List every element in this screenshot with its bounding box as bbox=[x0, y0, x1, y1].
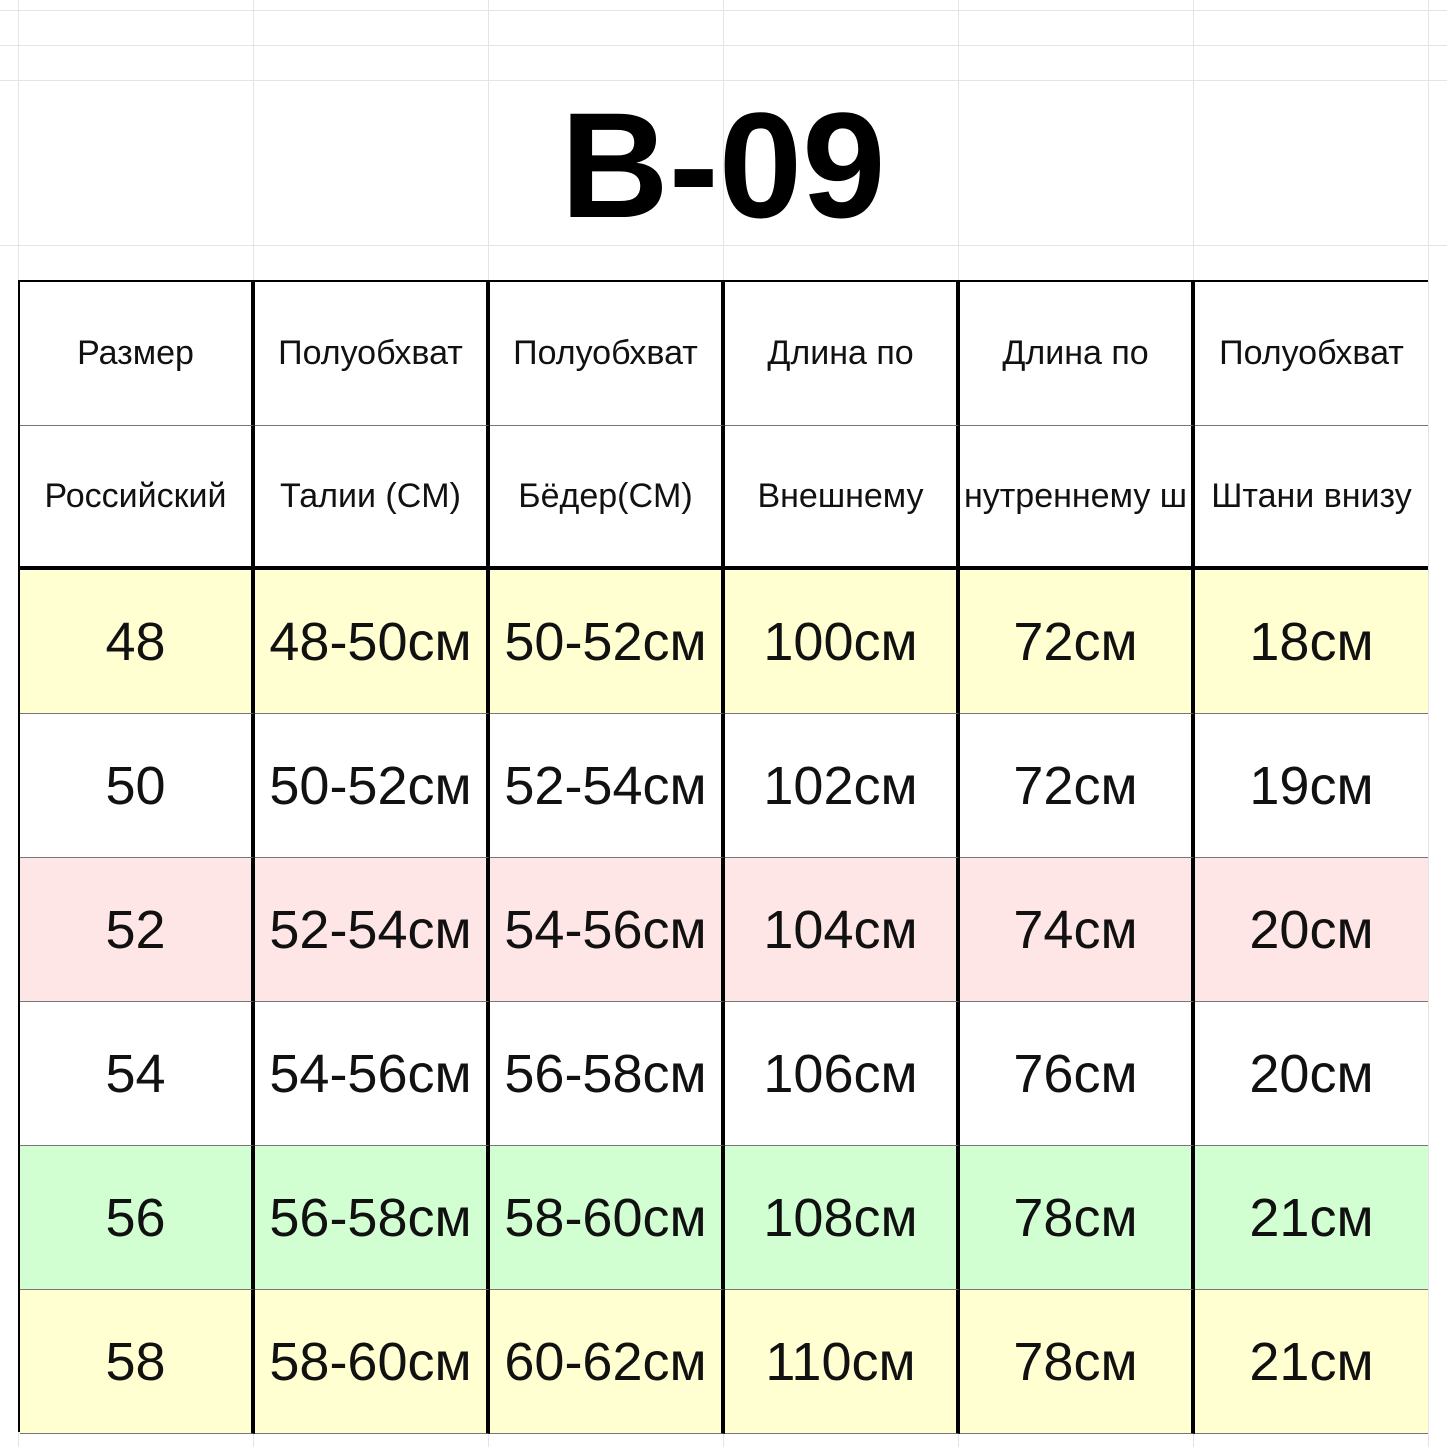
header-cell: Длина по bbox=[960, 282, 1195, 426]
data-cell: 52 bbox=[20, 858, 255, 1002]
data-cell: 102см bbox=[725, 714, 960, 858]
header-cell: Штани внизу bbox=[1195, 426, 1428, 570]
data-cell: 48-50см bbox=[255, 570, 490, 714]
data-cell: 50-52см bbox=[490, 570, 725, 714]
data-cell: 56 bbox=[20, 1146, 255, 1290]
header-cell: Полуобхват bbox=[255, 282, 490, 426]
data-cell: 20см bbox=[1195, 1002, 1428, 1146]
grid-line bbox=[0, 245, 1447, 246]
data-cell: 56-58см bbox=[490, 1002, 725, 1146]
data-cell: 56-58см bbox=[255, 1146, 490, 1290]
data-cell: 74см bbox=[960, 858, 1195, 1002]
data-cell: 100см bbox=[725, 570, 960, 714]
grid-line bbox=[0, 45, 1447, 46]
data-cell: 76см bbox=[960, 1002, 1195, 1146]
data-cell: 110см bbox=[725, 1290, 960, 1434]
data-cell: 58-60см bbox=[255, 1290, 490, 1434]
size-table: Размер Полуобхват Полуобхват Длина по Длина … bbox=[18, 280, 1428, 1434]
header-cell: Внешнему bbox=[725, 426, 960, 570]
data-cell: 106см bbox=[725, 1002, 960, 1146]
data-cell: 21см bbox=[1195, 1290, 1428, 1434]
header-cell: Размер bbox=[20, 282, 255, 426]
data-cell: 18см bbox=[1195, 570, 1428, 714]
grid-line bbox=[0, 80, 1447, 81]
grid-line bbox=[1428, 0, 1429, 1447]
data-cell: 60-62см bbox=[490, 1290, 725, 1434]
data-cell: 78см bbox=[960, 1290, 1195, 1434]
data-cell: 19см bbox=[1195, 714, 1428, 858]
data-cell: 54-56см bbox=[255, 1002, 490, 1146]
header-cell: нутреннему ш bbox=[960, 426, 1195, 570]
header-cell: Полуобхват bbox=[1195, 282, 1428, 426]
data-cell: 104см bbox=[725, 858, 960, 1002]
data-cell: 72см bbox=[960, 714, 1195, 858]
header-cell: Бёдер(CM) bbox=[490, 426, 725, 570]
data-cell: 54-56см bbox=[490, 858, 725, 1002]
data-cell: 72см bbox=[960, 570, 1195, 714]
data-cell: 58-60см bbox=[490, 1146, 725, 1290]
data-cell: 78см bbox=[960, 1146, 1195, 1290]
data-cell: 21см bbox=[1195, 1146, 1428, 1290]
data-cell: 108см bbox=[725, 1146, 960, 1290]
header-cell: Российский bbox=[20, 426, 255, 570]
data-cell: 54 bbox=[20, 1002, 255, 1146]
title: B-09 bbox=[560, 81, 886, 249]
header-cell: Длина по bbox=[725, 282, 960, 426]
data-cell: 58 bbox=[20, 1290, 255, 1434]
data-cell: 50-52см bbox=[255, 714, 490, 858]
header-cell: Полуобхват bbox=[490, 282, 725, 426]
data-cell: 20см bbox=[1195, 858, 1428, 1002]
data-cell: 50 bbox=[20, 714, 255, 858]
header-cell: Талии (CM) bbox=[255, 426, 490, 570]
grid-line bbox=[0, 10, 1447, 11]
data-cell: 52-54см bbox=[255, 858, 490, 1002]
data-cell: 52-54см bbox=[490, 714, 725, 858]
data-cell: 48 bbox=[20, 570, 255, 714]
